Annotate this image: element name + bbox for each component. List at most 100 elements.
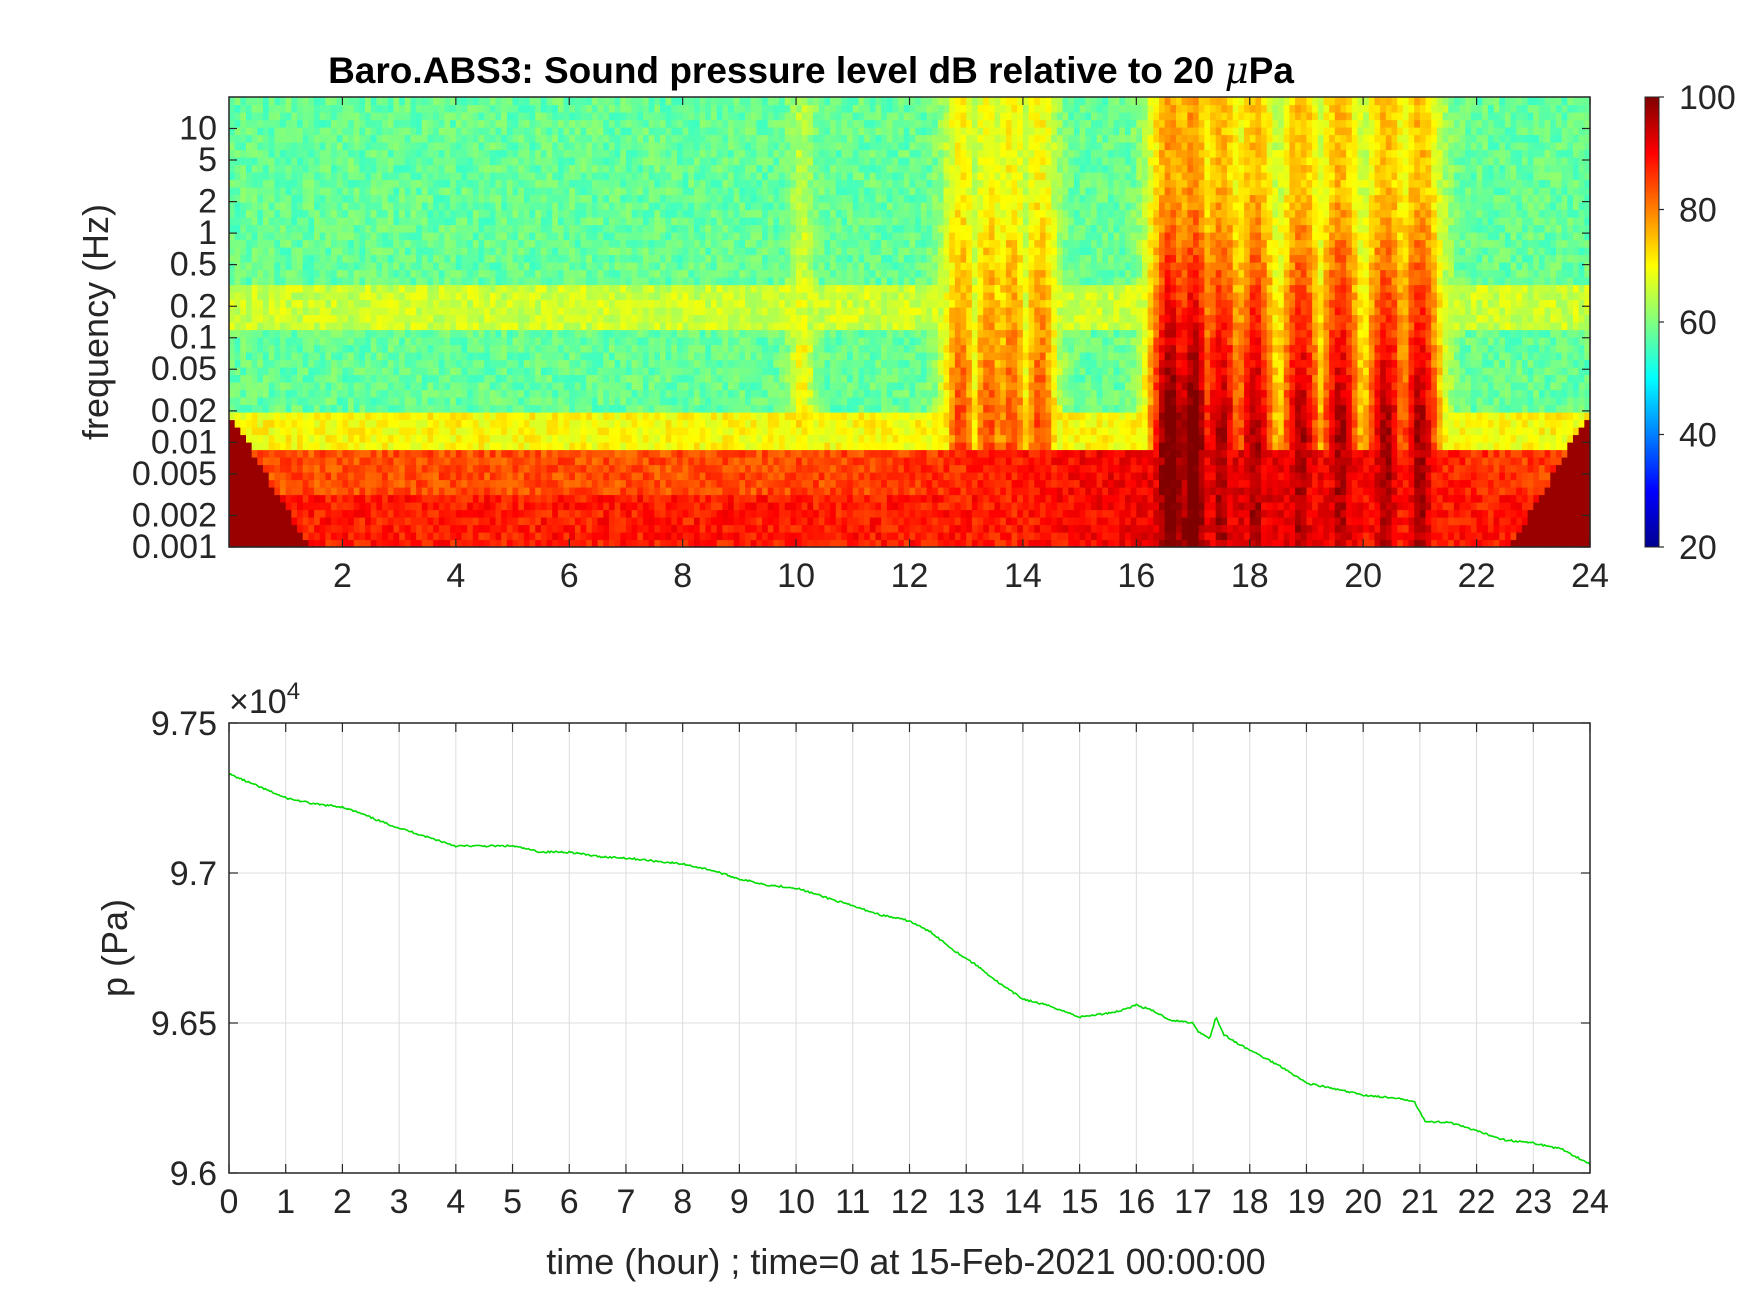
heatmap-cell xyxy=(694,517,701,526)
heatmap-cell xyxy=(291,172,298,181)
heatmap-cell xyxy=(251,134,258,143)
heatmap-cell xyxy=(399,112,406,121)
heatmap-cell xyxy=(603,337,610,346)
heatmap-cell xyxy=(557,157,565,166)
heatmap-cell xyxy=(512,517,519,526)
heatmap-cell xyxy=(308,149,315,158)
heatmap-cell xyxy=(535,284,542,293)
heatmap-cell xyxy=(625,262,633,271)
heatmap-cell xyxy=(234,412,241,421)
heatmap-cell xyxy=(450,187,457,196)
heatmap-cell xyxy=(467,472,474,481)
heatmap-cell xyxy=(569,292,576,301)
heatmap-cell xyxy=(489,119,497,128)
heatmap-cell xyxy=(501,142,508,151)
heatmap-cell xyxy=(416,404,423,413)
heatmap-cell xyxy=(246,142,253,151)
heatmap-cell xyxy=(574,202,582,211)
heatmap-cell xyxy=(251,389,258,398)
heatmap-cell xyxy=(438,532,446,541)
heatmap-cell xyxy=(416,502,423,511)
heatmap-cell xyxy=(246,322,253,331)
heatmap-cell xyxy=(359,404,366,413)
heatmap-cell xyxy=(404,299,412,308)
heatmap-cell xyxy=(580,127,587,136)
heatmap-cell xyxy=(285,449,292,458)
heatmap-cell xyxy=(427,539,434,548)
heatmap-cell xyxy=(416,374,423,383)
heatmap-cell xyxy=(229,269,236,278)
heatmap-cell xyxy=(274,157,281,166)
heatmap-cell xyxy=(501,404,508,413)
heatmap-cell xyxy=(229,217,236,226)
heatmap-cell xyxy=(677,404,684,413)
heatmap-cell xyxy=(438,97,446,106)
heatmap-cell xyxy=(399,164,406,173)
heatmap-cell xyxy=(370,464,378,473)
heatmap-cell xyxy=(631,299,638,308)
heatmap-cell xyxy=(637,404,644,413)
heatmap-cell xyxy=(489,202,497,211)
heatmap-cell xyxy=(234,269,241,278)
heatmap-cell xyxy=(478,502,485,511)
heatmap-cell xyxy=(540,412,548,421)
heatmap-cell xyxy=(478,149,485,158)
heatmap-cell xyxy=(246,382,253,391)
heatmap-cell xyxy=(637,532,644,541)
heatmap-cell xyxy=(654,179,661,188)
heatmap-cell xyxy=(348,172,355,181)
heatmap-cell xyxy=(688,404,695,413)
heatmap-cell xyxy=(229,322,236,331)
heatmap-cell xyxy=(608,524,616,533)
heatmap-cell xyxy=(637,112,644,121)
heatmap-cell xyxy=(637,502,644,511)
heatmap-cell xyxy=(427,164,434,173)
heatmap-cell xyxy=(331,247,338,256)
heatmap-cell xyxy=(314,337,321,346)
heatmap-cell xyxy=(682,472,689,481)
heatmap-cell xyxy=(342,344,349,353)
heatmap-cell xyxy=(688,374,695,383)
heatmap-cell xyxy=(659,164,667,173)
heatmap-cell xyxy=(484,112,491,121)
heatmap-cell xyxy=(410,307,417,316)
heatmap-cell xyxy=(665,479,672,488)
heatmap-cell xyxy=(461,254,468,263)
heatmap-cell xyxy=(625,127,633,136)
heatmap-cell xyxy=(461,284,468,293)
heatmap-cell xyxy=(325,134,332,143)
heatmap-cell xyxy=(274,524,281,533)
heatmap-cell xyxy=(501,97,508,106)
heatmap-cell xyxy=(376,434,383,443)
heatmap-cell xyxy=(506,397,514,406)
heatmap-cell xyxy=(438,262,446,271)
heatmap-cell xyxy=(285,179,292,188)
heatmap-cell xyxy=(246,194,253,203)
heatmap-cell xyxy=(682,322,689,331)
heatmap-cell xyxy=(631,374,638,383)
heatmap-cell xyxy=(297,224,304,233)
heatmap-cell xyxy=(495,367,502,376)
heatmap-cell xyxy=(234,494,241,503)
heatmap-cell xyxy=(331,472,338,481)
heatmap-cell xyxy=(297,269,304,278)
heatmap-cell xyxy=(450,419,457,428)
heatmap-cell xyxy=(331,389,338,398)
heatmap-cell xyxy=(404,509,412,518)
heatmap-cell xyxy=(370,382,378,391)
heatmap-cell xyxy=(421,404,429,413)
heatmap-cell xyxy=(682,127,689,136)
heatmap-cell xyxy=(586,464,593,473)
heatmap-cell xyxy=(518,382,525,391)
heatmap-cell xyxy=(302,502,309,511)
heatmap-cell xyxy=(376,509,383,518)
heatmap-cell xyxy=(478,442,485,451)
heatmap-cell xyxy=(591,232,599,241)
heatmap-cell xyxy=(489,464,497,473)
heatmap-cell xyxy=(597,374,604,383)
heatmap-cell xyxy=(319,314,326,323)
heatmap-cell xyxy=(302,344,309,353)
heatmap-cell xyxy=(540,262,548,271)
heatmap-cell xyxy=(433,382,440,391)
heatmap-cell xyxy=(563,254,570,263)
